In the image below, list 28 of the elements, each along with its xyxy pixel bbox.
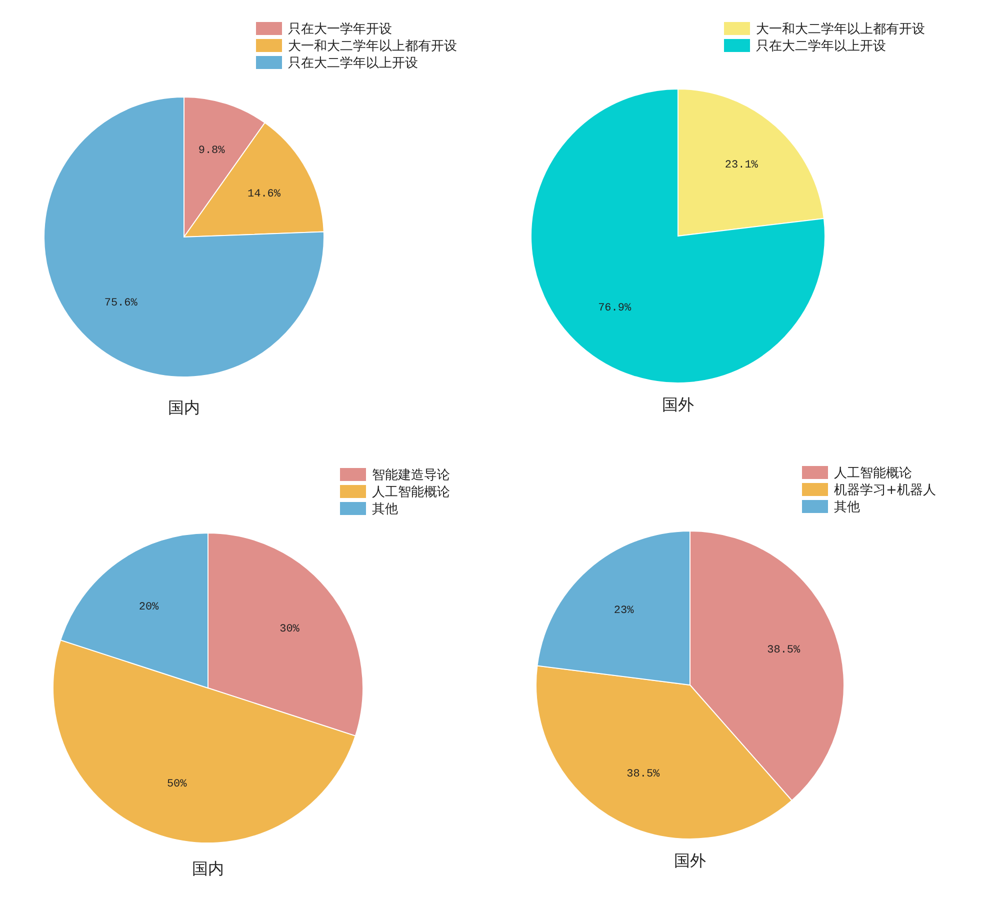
legend-label: 其他 [834,500,860,515]
data-label: 38.5% [767,644,801,657]
legend-label: 只在大二学年以上开设 [756,39,886,54]
legend-label: 人工智能概论 [834,466,912,481]
legend-label: 大一和大二学年以上都有开设 [756,22,925,37]
data-label: 23% [614,604,634,617]
text: 国内 [192,859,224,878]
data-label: 76.9% [598,302,632,314]
pie-slice [530,88,826,384]
legend-label: 其他 [372,502,398,517]
text: 国外 [674,851,706,870]
data-label: 30% [280,624,300,636]
legend-label: 机器学习+机器人 [834,483,936,498]
legend-label: 只在大一学年开设 [288,22,392,37]
data-label: 50% [166,778,188,791]
legend-label: 只在大二学年以上开设 [288,56,418,71]
legend-label: 智能建造导论 [372,468,450,483]
data-label: 38.5% [626,768,660,780]
text: 国外 [662,395,694,414]
legend-label: 人工智能概论 [372,485,450,500]
data-label: 20% [138,601,160,614]
data-label: 23.1% [724,159,758,172]
text: 国内 [168,398,200,417]
pie-slice [44,96,324,378]
data-label: 14.6% [248,188,281,201]
legend-label: 大一和大二学年以上都有开设 [288,39,457,54]
data-label: 9.8% [198,145,226,158]
data-label: 75.6% [104,297,138,310]
